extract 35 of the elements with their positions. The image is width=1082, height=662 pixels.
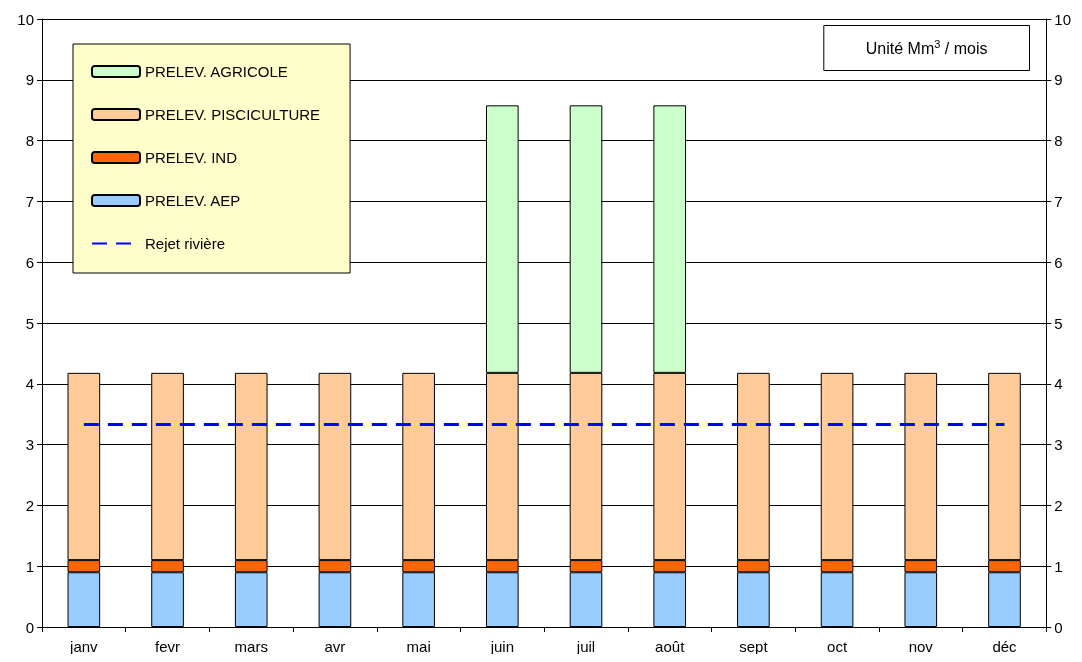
y-tick-label: 7 xyxy=(25,192,34,210)
y2-tick-label: 5 xyxy=(1054,314,1063,332)
x-tick-label: nov xyxy=(908,638,934,655)
legend-label: PRELEV. AGRICOLE xyxy=(145,63,288,80)
y-tick-label: 8 xyxy=(25,132,34,150)
legend-label: PRELEV. IND xyxy=(145,149,238,166)
legend-label: PRELEV. AEP xyxy=(145,192,241,209)
y2-tick-label: 0 xyxy=(1054,618,1063,636)
x-tick-label: déc xyxy=(992,638,1018,655)
legend-label: PRELEV. PISCICULTURE xyxy=(145,106,321,123)
y2-tick-label: 6 xyxy=(1054,253,1063,271)
y-tick-label: 10 xyxy=(17,10,34,28)
y2-tick-label: 1 xyxy=(1054,557,1063,575)
x-tick-label: avr xyxy=(324,638,346,655)
y2-tick-label: 10 xyxy=(1054,10,1071,28)
x-tick-label: fevr xyxy=(155,638,181,655)
y-tick-label: 5 xyxy=(25,314,34,332)
y-tick-label: 0 xyxy=(25,618,34,636)
y-tick-label: 9 xyxy=(25,71,34,89)
y2-tick-label: 7 xyxy=(1054,192,1063,210)
x-tick-label: mars xyxy=(234,638,268,655)
y2-tick-label: 4 xyxy=(1054,375,1063,393)
y2-tick-label: 8 xyxy=(1054,132,1063,150)
y2-tick-label: 9 xyxy=(1054,71,1063,89)
legend-label: Rejet rivière xyxy=(145,235,226,252)
x-tick-label: oct xyxy=(827,638,848,655)
y-tick-label: 2 xyxy=(25,496,34,514)
y2-tick-label: 2 xyxy=(1054,496,1063,514)
x-tick-label: mai xyxy=(406,638,431,655)
y2-tick-label: 3 xyxy=(1054,436,1063,454)
y-tick-label: 3 xyxy=(25,436,34,454)
y-tick-label: 4 xyxy=(25,375,34,393)
x-tick-label: août xyxy=(655,638,686,655)
y-tick-label: 1 xyxy=(25,557,34,575)
y-tick-label: 6 xyxy=(25,253,34,271)
